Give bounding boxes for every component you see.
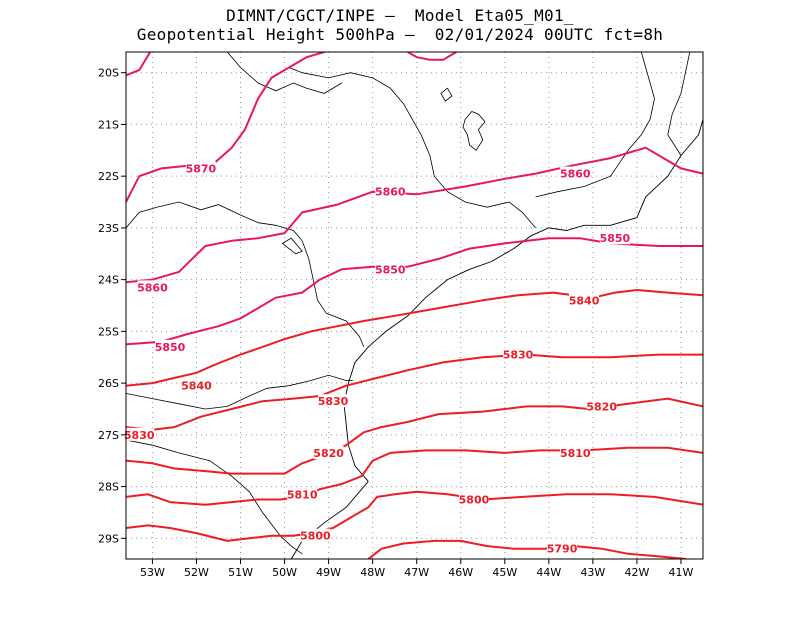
contour-label-bg xyxy=(124,427,155,441)
lon-tick-label: 49W xyxy=(316,566,341,579)
contour-label-bg xyxy=(137,280,168,294)
contour-line-5810 xyxy=(126,446,703,506)
contour-label-bg xyxy=(560,166,591,180)
reservoir-outline xyxy=(462,111,486,151)
contour-line-5850 xyxy=(126,237,703,346)
contour-label-bg xyxy=(313,445,344,459)
contour-line-5860 xyxy=(126,146,703,284)
state-border xyxy=(535,52,655,198)
lat-tick-label: 20S xyxy=(98,67,119,80)
state-border xyxy=(126,374,353,410)
contour-label-5860: 5860 xyxy=(560,168,591,181)
lon-tick-label: 46W xyxy=(448,566,473,579)
contour-label-bg xyxy=(181,378,212,392)
contour-line-5800 xyxy=(126,490,703,542)
state-border xyxy=(667,52,691,156)
lon-tick-label: 51W xyxy=(228,566,253,579)
lat-tick-label: 27S xyxy=(98,429,119,442)
contour-label-5800: 5800 xyxy=(459,494,490,507)
contour-line-5820 xyxy=(126,397,703,475)
lon-tick-label: 50W xyxy=(272,566,297,579)
contour-label-5810: 5810 xyxy=(560,447,591,460)
lon-tick-label: 53W xyxy=(140,566,165,579)
contour-label-5790: 5790 xyxy=(547,543,578,556)
map-frame xyxy=(125,51,704,560)
state-border xyxy=(226,52,343,94)
contour-label-5850: 5850 xyxy=(600,232,631,245)
contour-line-5840 xyxy=(126,289,703,387)
contour-line-5880 xyxy=(126,52,152,77)
lon-tick-label: 52W xyxy=(184,566,209,579)
contour-label-5830: 5830 xyxy=(318,395,349,408)
lat-tick-label: 28S xyxy=(98,481,119,494)
contour-line-5880 xyxy=(406,52,458,61)
contour-label-5850: 5850 xyxy=(375,263,406,276)
coastline xyxy=(343,119,703,482)
geographic-boundaries xyxy=(126,52,703,559)
lon-tick-label: 44W xyxy=(536,566,561,579)
contour-label-bg xyxy=(547,541,578,555)
lat-tick-label: 29S xyxy=(98,532,119,545)
lon-tick-label: 48W xyxy=(360,566,385,579)
contour-label-bg xyxy=(458,492,489,506)
contour-label-bg xyxy=(287,487,318,501)
contour-label-bg xyxy=(300,528,331,542)
reservoir-outline xyxy=(281,237,303,255)
contour-label-5820: 5820 xyxy=(313,447,344,460)
lon-tick-label: 41W xyxy=(669,566,694,579)
contour-label-5850: 5850 xyxy=(155,341,186,354)
lat-tick-label: 25S xyxy=(98,325,119,338)
lon-tick-label: 42W xyxy=(624,566,649,579)
contour-label-bg xyxy=(185,161,216,175)
contour-label-5800: 5800 xyxy=(300,530,331,543)
lon-tick-label: 47W xyxy=(404,566,429,579)
contour-label-bg xyxy=(503,347,534,361)
contour-label-bg xyxy=(375,262,406,276)
state-border xyxy=(126,201,365,348)
contour-line-5870 xyxy=(126,52,326,203)
lat-tick-label: 21S xyxy=(98,118,119,131)
contour-label-5870: 5870 xyxy=(186,162,217,175)
lat-tick-label: 24S xyxy=(98,274,119,287)
grid-lines xyxy=(126,52,703,559)
map-title-line1: DIMNT/CGCT/INPE – Model Eta05_M01_ xyxy=(226,6,574,25)
geopotential-contours xyxy=(126,52,703,559)
coastline-south xyxy=(290,481,369,559)
state-border xyxy=(288,67,536,229)
contour-label-5860: 5860 xyxy=(137,281,168,294)
contour-label-bg xyxy=(569,293,600,307)
map-title-line2: Geopotential Height 500hPa – 02/01/2024 … xyxy=(136,25,664,44)
lon-tick-label: 45W xyxy=(492,566,517,579)
contour-label-bg xyxy=(599,231,630,245)
contour-label-bg xyxy=(375,184,406,198)
lat-tick-label: 23S xyxy=(98,222,119,235)
contour-label-5860: 5860 xyxy=(375,186,406,199)
contour-label-bg xyxy=(155,339,186,353)
contour-label-5820: 5820 xyxy=(586,400,617,413)
contour-label-5830: 5830 xyxy=(124,429,155,442)
axis-ticks: 53W 52W 51W 50W 49W 48W 47W 46W 45W 44W 43W 42W 41W 2… xyxy=(98,67,694,579)
contour-label-bg xyxy=(318,394,349,408)
contour-label-5830: 5830 xyxy=(503,349,534,362)
lon-tick-label: 43W xyxy=(580,566,605,579)
contour-label-bg xyxy=(560,445,591,459)
state-border xyxy=(126,439,303,555)
contour-label-5810: 5810 xyxy=(287,488,318,501)
lat-tick-label: 26S xyxy=(98,377,119,390)
contour-labels: 5870 5860 5860 5860 5850 5850 5850 5840 5840 5830… xyxy=(124,161,631,556)
contour-line-5790 xyxy=(367,539,687,559)
lat-tick-label: 22S xyxy=(98,170,119,183)
contour-label-5840: 5840 xyxy=(181,380,212,393)
contour-label-bg xyxy=(586,399,617,413)
contour-label-5840: 5840 xyxy=(569,294,600,307)
contour-line-5830 xyxy=(126,353,703,431)
reservoir-outline xyxy=(440,87,453,102)
